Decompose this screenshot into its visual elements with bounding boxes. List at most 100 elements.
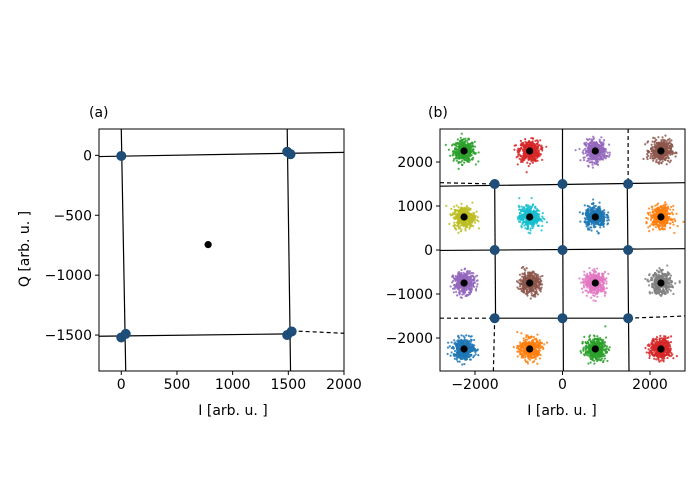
panel-b-cluster-dot [602, 139, 606, 142]
panel-b-cluster-dot [586, 220, 589, 224]
panel-b-cluster-dot [465, 205, 468, 208]
panel-b-cluster-dot [585, 225, 588, 228]
panel-b-cluster-dot [655, 158, 658, 162]
panel-b-cluster-dot [526, 274, 530, 277]
panel-b-cluster-dot [645, 156, 649, 159]
panel-b-cluster-dot [672, 223, 675, 226]
panel-b-cluster-dot [666, 138, 670, 141]
panel-b-cluster-dot [537, 149, 540, 152]
panel-b-cluster-dot [472, 151, 475, 154]
panel-a-label: (a) [89, 105, 109, 121]
panel-b-cluster-dot [463, 291, 467, 294]
panel-b-cluster-dot [602, 153, 606, 156]
panel-b-cluster-dot [526, 161, 529, 164]
panel-b-cluster-dot [599, 208, 602, 211]
panel-b-cluster-dot [668, 226, 672, 229]
panel-b-cluster-dot [667, 147, 670, 150]
panel-b-cluster-dot [540, 218, 543, 221]
panel-b-cluster-dot [470, 286, 473, 290]
panel-b-cluster-dot [458, 146, 462, 149]
panel-b-cluster-dot [460, 202, 463, 205]
panel-b-cluster-dot [600, 151, 603, 154]
panel-b-cluster-dot [658, 267, 661, 270]
panel-b-cluster-dot [459, 161, 462, 164]
panel-b-cluster-dot [592, 224, 595, 227]
panel-b-cluster-dot [661, 227, 664, 230]
panel-b-cluster-dot [650, 223, 653, 226]
panel-b-cluster-dot [600, 218, 603, 221]
panel-b-cluster-dot [534, 295, 537, 298]
panel-b-cluster-dot [465, 225, 468, 228]
panel-b-cluster-dot [661, 225, 664, 228]
panel-b-cluster-dot [648, 230, 651, 233]
panel-b-cluster-dot [583, 220, 586, 223]
panel-b-cluster-dot [532, 142, 535, 145]
panel-b-cluster-dot [465, 159, 468, 162]
panel-b-cluster-dot [514, 144, 518, 147]
panel-b-cluster-dot [582, 278, 585, 281]
panel-b-cluster-dot [522, 149, 525, 153]
panel-b-cluster-dot [586, 153, 589, 156]
panel-a-boundary-line [99, 333, 292, 337]
panel-b-cluster-dot [669, 153, 672, 156]
panel-b-cluster-centroid [526, 213, 534, 221]
panel-b-cluster-dot [460, 268, 463, 272]
panel-b-cluster-dot [662, 138, 665, 141]
panel-b-cluster-dot [471, 201, 474, 204]
panel-b-cluster-dot [607, 143, 611, 146]
panel-b-cluster-dot [457, 231, 460, 234]
panel-b-cluster-dot [667, 157, 670, 160]
panel-b-cluster-dot [591, 275, 595, 278]
panel-b-cluster-dot [526, 145, 529, 148]
panel-b-cluster-dot [460, 155, 463, 159]
panel-b-cluster-dot [592, 210, 595, 213]
panel-b-cluster-dot [463, 161, 466, 164]
panel-b-cluster-dot [463, 289, 466, 292]
panel-b-cluster-dot [464, 139, 467, 142]
panel-b-cluster-dot [661, 136, 664, 139]
panel-b-cluster-dot [654, 204, 657, 207]
panel-b-cluster-dot [587, 205, 590, 208]
panel-b-cluster-dot [536, 155, 539, 158]
panel-b-cluster-dot [455, 228, 458, 231]
panel-b-cluster-dot [674, 282, 677, 285]
panel-b-cluster-dot [535, 216, 538, 219]
panel-b-cluster-dot [455, 294, 459, 297]
panel-b-cluster-dot [651, 291, 654, 294]
panel-b-cluster-dot [463, 157, 466, 160]
panel-b-cluster-dot [588, 289, 591, 293]
panel-b-cluster-dot [473, 215, 477, 218]
panel-b-cluster-dot [604, 157, 607, 160]
panel-b-cluster-dot [529, 227, 532, 230]
panel-b-cluster-dot [670, 205, 673, 209]
panel-b-cluster-dot [582, 286, 586, 289]
panel-b-cluster-dot [665, 153, 668, 156]
panel-b-cluster-dot [602, 218, 605, 221]
panel-b-cluster-dot [541, 212, 544, 215]
panel-b-cluster-dot [669, 149, 672, 152]
panel-b-cluster-dot [678, 281, 681, 284]
panel-b-cluster-dot [451, 275, 454, 278]
panel-b-cluster-dot [603, 294, 606, 297]
panel-b-cluster-dot [607, 155, 611, 158]
panel-b-cluster-dot [459, 230, 462, 233]
panel-b-cluster-centroid [460, 213, 468, 221]
panel-b-cluster-dot [474, 163, 477, 166]
panel-b-cluster-dot [658, 155, 661, 158]
panel-b-cluster-dot [449, 154, 452, 157]
panel-b-cluster-dot [656, 221, 659, 224]
panel-b-cluster-dot [530, 160, 533, 163]
panel-b-cluster-dot [600, 220, 603, 224]
panel-b-cluster-dot [468, 153, 471, 156]
panel-b-cluster-dot [596, 145, 599, 148]
panel-b-cluster-dot [589, 275, 592, 278]
panel-b-cluster-dot [598, 201, 601, 204]
panel-b-cluster-dot [524, 140, 527, 143]
panel-b-cluster-dot [587, 165, 590, 168]
panel-b-cluster-dot [476, 216, 479, 219]
panel-b-cluster-dot [584, 211, 588, 214]
panel-b-cluster-dot [535, 148, 538, 151]
panel-b-cluster-dot [667, 288, 671, 291]
panel-b-cluster-dot [682, 220, 685, 223]
